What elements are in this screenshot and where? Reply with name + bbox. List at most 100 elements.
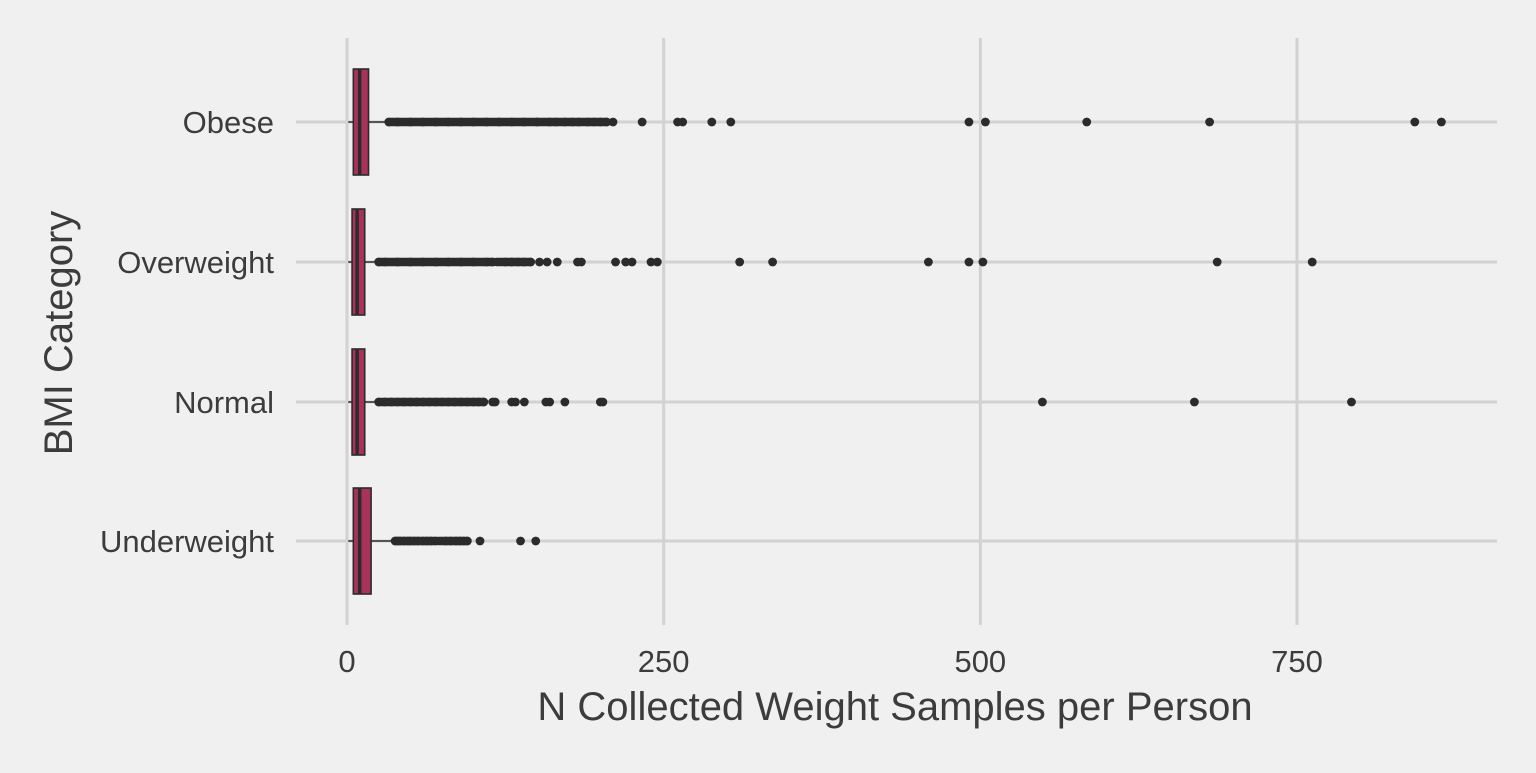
outlier-point xyxy=(598,397,608,407)
y-axis-title: BMI Category xyxy=(37,211,81,456)
outlier-point xyxy=(431,257,441,267)
outlier-point xyxy=(535,257,544,267)
outlier-point xyxy=(479,397,489,407)
outlier-point xyxy=(511,397,520,407)
outlier-point xyxy=(443,257,453,267)
box xyxy=(352,487,372,595)
outlier-point xyxy=(545,397,555,407)
outlier-point xyxy=(519,117,529,127)
outlier-point xyxy=(384,117,394,127)
outlier-point xyxy=(574,117,584,127)
outlier-point xyxy=(526,257,536,267)
outlier-point xyxy=(735,257,745,267)
outlier-point xyxy=(412,397,422,407)
outlier-point xyxy=(431,117,441,127)
y-tick-label: Obese xyxy=(183,105,274,140)
outlier-point xyxy=(532,117,542,127)
boxplot-normal xyxy=(348,348,1356,456)
outlier-point xyxy=(380,257,390,267)
outlier-point xyxy=(646,257,656,267)
outlier-point xyxy=(1410,117,1420,127)
outlier-point xyxy=(399,397,409,407)
boxplot-underweight xyxy=(348,487,541,595)
x-tick-label: 250 xyxy=(638,644,690,679)
outlier-point xyxy=(1307,257,1317,267)
outlier-point xyxy=(551,117,561,127)
outlier-point xyxy=(494,117,504,127)
outlier-point xyxy=(652,257,662,267)
outlier-point xyxy=(481,257,491,267)
y-tick-label: Underweight xyxy=(100,524,274,559)
outlier-point xyxy=(516,536,525,546)
outlier-point xyxy=(595,117,605,127)
outlier-point xyxy=(418,257,428,267)
box-layer xyxy=(348,68,1446,595)
outlier-point xyxy=(418,117,428,127)
outlier-point xyxy=(1437,117,1446,127)
outlier-point xyxy=(469,117,479,127)
outlier-point xyxy=(456,117,466,127)
outlier-point xyxy=(519,397,529,407)
outlier-point xyxy=(1082,117,1092,127)
outlier-point xyxy=(627,257,637,267)
outlier-point xyxy=(978,257,988,267)
outlier-point xyxy=(475,536,485,546)
outlier-point xyxy=(507,117,517,127)
outlier-point xyxy=(393,117,403,127)
outlier-point xyxy=(405,257,415,267)
outlier-point xyxy=(456,397,466,407)
outlier-point xyxy=(374,397,384,407)
outlier-point xyxy=(964,117,974,127)
y-tick-label: Normal xyxy=(174,385,274,420)
outlier-point xyxy=(1212,257,1222,267)
outlier-point xyxy=(637,117,647,127)
boxplot-obese xyxy=(348,68,1446,176)
outlier-point xyxy=(576,257,586,267)
outlier-point xyxy=(611,257,620,267)
outlier-point xyxy=(1205,117,1214,127)
outlier-point xyxy=(462,397,472,407)
x-tick-label: 500 xyxy=(954,644,1006,679)
outlier-point xyxy=(568,117,577,127)
outlier-point xyxy=(488,257,498,267)
outlier-point xyxy=(424,397,434,407)
outlier-point xyxy=(583,117,593,127)
outlier-point xyxy=(437,397,447,407)
outlier-point xyxy=(513,257,523,267)
boxplot-overweight xyxy=(348,208,1317,316)
outlier-point xyxy=(386,397,396,407)
outlier-point xyxy=(431,397,441,407)
outlier-point xyxy=(462,536,472,546)
outlier-point xyxy=(450,397,460,407)
outlier-point xyxy=(726,117,736,127)
outlier-point xyxy=(964,257,974,267)
y-tick-label: Overweight xyxy=(117,245,274,280)
outlier-point xyxy=(393,257,403,267)
label-layer: 0 250 500 750 Underweight Normal Overweight Obe… xyxy=(100,105,1323,679)
outlier-point xyxy=(405,117,415,127)
outlier-point xyxy=(481,117,491,127)
outlier-point xyxy=(768,257,777,267)
outlier-point xyxy=(405,397,415,407)
outlier-point xyxy=(1038,397,1047,407)
outlier-point xyxy=(456,257,466,267)
outlier-point xyxy=(380,397,390,407)
outlier-point xyxy=(608,117,618,127)
outlier-point xyxy=(924,257,933,267)
outlier-point xyxy=(374,257,384,267)
outlier-point xyxy=(602,117,612,127)
outlier-point xyxy=(560,117,570,127)
outlier-point xyxy=(621,257,631,267)
outlier-point xyxy=(531,536,541,546)
outlier-point xyxy=(418,397,428,407)
outlier-point xyxy=(519,257,529,267)
outlier-point xyxy=(393,397,403,407)
outlier-point xyxy=(552,257,562,267)
outlier-point xyxy=(981,117,990,127)
outlier-point xyxy=(542,257,552,267)
outlier-point xyxy=(545,117,555,127)
outlier-point xyxy=(1190,397,1199,407)
